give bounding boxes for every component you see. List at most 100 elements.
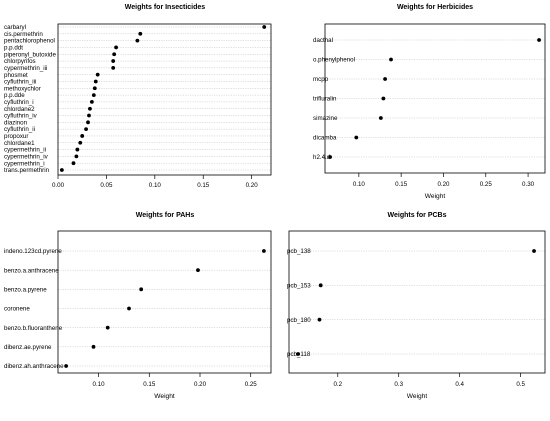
data-point bbox=[74, 154, 79, 159]
plot-frame bbox=[57, 230, 272, 374]
category-label: dibenz.ae.pyrene bbox=[4, 344, 52, 351]
category-label: cypermethrin_iv bbox=[4, 153, 49, 160]
category-label: benzo.b.fluoranthene bbox=[4, 325, 63, 332]
x-axis-label: Weight bbox=[154, 393, 175, 400]
data-point bbox=[296, 352, 301, 356]
category-label: cyfluthrin_ii bbox=[4, 126, 35, 133]
x-tick-label: 0.2 bbox=[333, 381, 342, 388]
data-point bbox=[88, 106, 92, 111]
data-point bbox=[80, 134, 85, 138]
category-label: trans.permethrin bbox=[4, 167, 50, 174]
category-label: mcpp bbox=[313, 76, 329, 83]
data-point bbox=[64, 364, 69, 368]
data-point bbox=[91, 93, 96, 97]
x-tick-label: 0.10 bbox=[353, 181, 366, 188]
data-point bbox=[84, 127, 88, 132]
data-point bbox=[328, 155, 332, 159]
data-point bbox=[383, 77, 387, 81]
category-label: h2.4.d bbox=[313, 154, 331, 161]
category-label: cypermethrin_ii bbox=[4, 147, 46, 154]
category-label: dibenz.ah.anthracene bbox=[4, 363, 64, 370]
category-label: cypermethrin_iii bbox=[4, 65, 47, 72]
category-label: piperonyl_butoxide bbox=[4, 51, 57, 58]
x-axis-label: Weight bbox=[407, 393, 428, 400]
x-tick-label: 0.10 bbox=[149, 182, 162, 189]
data-point bbox=[105, 325, 110, 330]
x-tick-label: 0.15 bbox=[197, 182, 210, 189]
x-tick-label: 0.30 bbox=[522, 181, 535, 188]
x-tick-label: 0.4 bbox=[455, 381, 464, 388]
x-tick-label: 0.25 bbox=[480, 181, 493, 188]
data-point bbox=[92, 86, 97, 91]
data-point bbox=[78, 140, 83, 145]
x-tick-label: 0.15 bbox=[395, 181, 408, 188]
data-point bbox=[89, 100, 94, 104]
data-point bbox=[59, 168, 64, 172]
data-point bbox=[93, 79, 98, 84]
chart-title: Weights for Insecticides bbox=[125, 4, 205, 11]
data-point bbox=[262, 25, 267, 29]
data-point bbox=[196, 268, 200, 273]
category-label: carbaryl bbox=[4, 24, 26, 31]
x-tick-label: 0.5 bbox=[516, 381, 525, 388]
category-label: benzo.a.anthracene bbox=[4, 267, 59, 274]
plot-frame bbox=[324, 23, 546, 174]
category-label: propoxur bbox=[4, 133, 28, 140]
herbicides-panel: Weights for Herbicides dacthal o.phenylphe… bbox=[313, 4, 546, 200]
data-point bbox=[111, 59, 116, 63]
data-point bbox=[354, 135, 359, 140]
pcbs-panel: Weights for PCBspcb_138pcb_153pcb_180pcb… bbox=[287, 212, 546, 400]
chart-title: Weights for Herbicides bbox=[397, 4, 473, 11]
data-point bbox=[71, 161, 76, 166]
x-axis-label: Weight bbox=[425, 193, 446, 200]
category-label: chlordane2 bbox=[4, 106, 35, 113]
data-point bbox=[537, 38, 541, 42]
data-point bbox=[114, 45, 118, 50]
category-label: cis.permethrin bbox=[4, 31, 43, 38]
category-label: benzo.a.pyrene bbox=[4, 286, 47, 293]
x-tick-label: 0.20 bbox=[194, 381, 207, 388]
plot-frame bbox=[57, 23, 272, 176]
data-point bbox=[91, 344, 96, 349]
data-point bbox=[318, 283, 323, 288]
data-point bbox=[378, 116, 383, 120]
category-label: coronene bbox=[4, 306, 30, 313]
data-point bbox=[95, 72, 100, 77]
category-label: o.phenylphenol bbox=[313, 57, 355, 64]
data-point bbox=[135, 38, 140, 43]
category-label: cyfluthrin_iv bbox=[4, 113, 38, 120]
category-label: simazine bbox=[313, 115, 338, 122]
data-point bbox=[389, 57, 393, 62]
category-label: methoxychlor bbox=[4, 85, 41, 92]
x-tick-label: 0.20 bbox=[246, 182, 259, 189]
x-tick-label: 0.20 bbox=[437, 181, 450, 188]
data-point bbox=[127, 306, 131, 311]
category-label: p.p.dde bbox=[4, 92, 25, 99]
category-label: pcb_138 bbox=[287, 248, 311, 255]
category-label: chlordane1 bbox=[4, 140, 35, 147]
data-point bbox=[86, 120, 90, 125]
category-label: diazinon bbox=[4, 119, 28, 126]
x-tick-label: 0.00 bbox=[52, 182, 65, 189]
x-tick-label: 0.25 bbox=[245, 381, 258, 388]
insecticides-panel: Weights for Insecticides carbarylcis.perm… bbox=[4, 4, 272, 189]
category-label: cypermethrin_i bbox=[4, 160, 45, 167]
category-label: phosmet bbox=[4, 72, 28, 79]
category-label: pcb_153 bbox=[287, 282, 311, 289]
category-label: indeno.123cd.pyrene bbox=[4, 248, 62, 255]
data-point bbox=[75, 147, 80, 152]
data-point bbox=[112, 52, 117, 57]
x-tick-label: 0.10 bbox=[93, 381, 106, 388]
x-tick-label: 0.05 bbox=[100, 182, 113, 189]
category-label: pentachlorophenol bbox=[4, 38, 55, 45]
data-point bbox=[262, 249, 266, 253]
chart-title: Weights for PAHs bbox=[136, 212, 195, 219]
data-point bbox=[381, 96, 386, 101]
category-label: cyfluthrin_i bbox=[4, 99, 34, 106]
category-label: p.p.ddt bbox=[4, 45, 23, 52]
data-point bbox=[111, 65, 116, 70]
chart-title: Weights for PCBs bbox=[388, 212, 447, 219]
data-point bbox=[139, 287, 144, 292]
data-point bbox=[317, 317, 322, 322]
